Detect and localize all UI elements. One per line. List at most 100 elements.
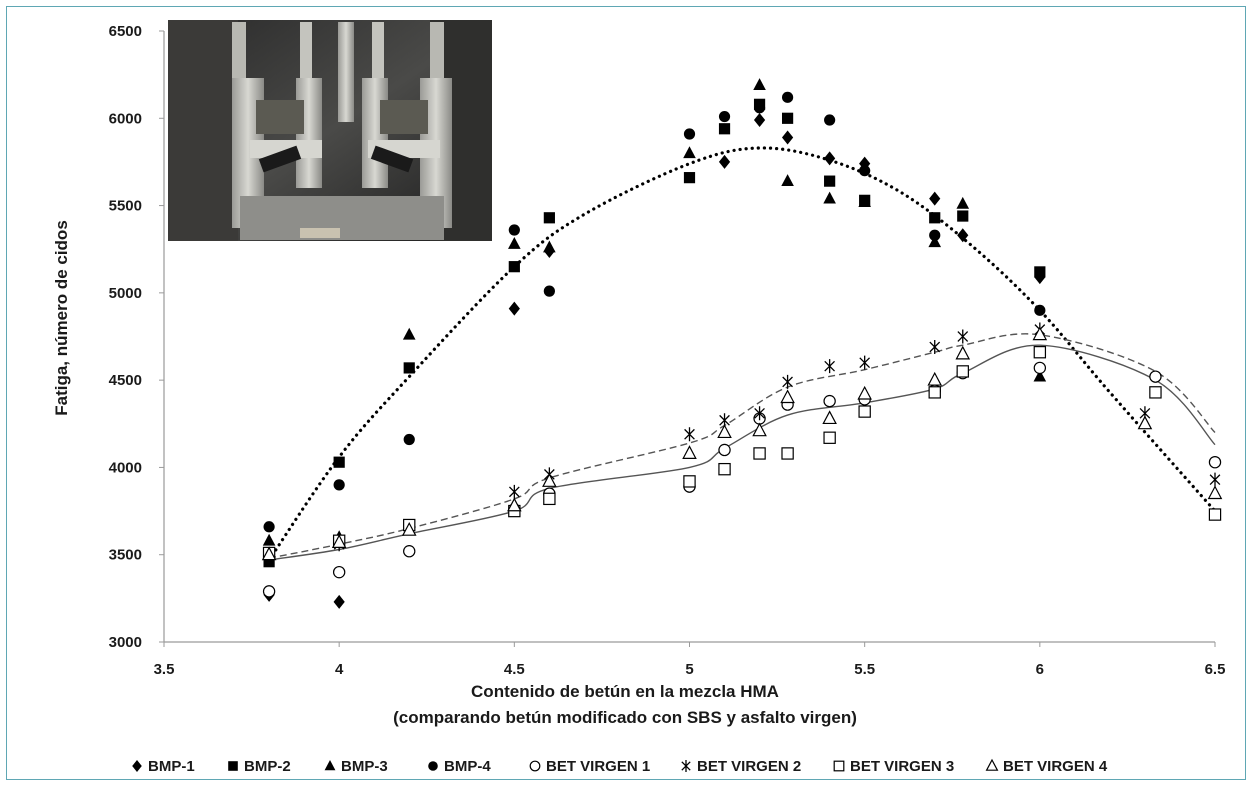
point-bmp-2 <box>824 175 836 187</box>
x-tick-label: 4 <box>335 661 344 678</box>
legend-label: BMP-2 <box>244 758 291 775</box>
point-bet-virgen-4 <box>682 445 697 459</box>
y-tick-label: 4000 <box>109 459 142 476</box>
point-bmp-3 <box>262 533 276 546</box>
inset-photo <box>168 20 492 241</box>
point-bmp-1 <box>929 191 941 206</box>
x-tick-label: 4.5 <box>504 661 525 678</box>
point-bet-virgen-3 <box>1033 346 1047 359</box>
point-bet-virgen-4 <box>401 521 417 536</box>
point-bmp-4 <box>543 285 555 297</box>
point-bet-virgen-4 <box>780 389 795 404</box>
point-bmp-2 <box>929 212 941 224</box>
point-bet-virgen-2 <box>929 339 941 354</box>
chart-frame <box>6 6 1246 780</box>
point-bmp-4 <box>753 102 766 114</box>
legend-label: BET VIRGEN 2 <box>697 758 801 775</box>
data-points <box>261 78 1223 609</box>
point-bet-virgen-3 <box>928 386 941 399</box>
legend-label: BMP-4 <box>444 758 491 775</box>
point-bmp-1 <box>781 130 794 145</box>
point-bmp-4 <box>403 433 415 446</box>
legend-label: BMP-1 <box>148 758 195 775</box>
point-bmp-2 <box>683 172 696 184</box>
point-bmp-3 <box>683 146 696 159</box>
point-bmp-1 <box>333 594 345 609</box>
point-bmp-4 <box>508 224 520 236</box>
legend-label: BMP-3 <box>341 758 388 775</box>
legend-marker-bet-virgen-4 <box>985 758 999 771</box>
point-bmp-3 <box>753 78 766 91</box>
point-bet-virgen-4 <box>927 371 943 386</box>
point-bet-virgen-2 <box>754 406 765 421</box>
point-bet-virgen-4 <box>857 385 872 400</box>
point-bmp-2 <box>718 123 731 135</box>
x-tick-label: 6 <box>1036 661 1044 678</box>
point-bmp-2 <box>543 212 555 224</box>
y-tick-label: 5500 <box>109 198 142 215</box>
point-bmp-1 <box>957 228 969 243</box>
legend-marker-bmp-1 <box>132 760 142 772</box>
x-tick-label: 3.5 <box>154 661 175 678</box>
legend-marker-bet-virgen-2 <box>681 760 691 772</box>
point-bet-virgen-2 <box>684 427 695 442</box>
legend-label: BET VIRGEN 1 <box>546 758 650 775</box>
point-bet-virgen-2 <box>508 484 520 499</box>
point-bmp-3 <box>402 327 416 340</box>
point-bet-virgen-4 <box>822 410 837 425</box>
x-tick-label: 5.5 <box>854 661 875 678</box>
legend-marker-bmp-3 <box>324 760 336 771</box>
legend-label: BET VIRGEN 4 <box>1003 758 1108 775</box>
x-axis-label: Contenido de betún en la mezcla HMA <box>471 682 779 701</box>
point-bmp-3 <box>508 236 521 249</box>
point-bmp-4 <box>263 521 275 533</box>
point-bet-virgen-3 <box>823 431 836 444</box>
point-bmp-3 <box>823 191 836 204</box>
legend-marker-bet-virgen-3 <box>833 760 845 772</box>
point-bet-virgen-4 <box>507 497 522 512</box>
point-bmp-4 <box>683 128 696 140</box>
point-bet-virgen-2 <box>859 355 871 370</box>
point-bet-virgen-2 <box>957 329 969 344</box>
point-bmp-1 <box>508 301 520 316</box>
point-bet-virgen-3 <box>753 447 766 460</box>
point-bmp-4 <box>929 229 941 241</box>
legend: BMP-1 BMP-2 BMP-3 BMP-4 BET VIRGEN 1 BET VIRG… <box>132 758 1108 775</box>
point-bet-virgen-4 <box>752 422 767 437</box>
point-bet-virgen-1 <box>1033 361 1047 375</box>
point-bet-virgen-1 <box>403 545 416 558</box>
point-bmp-1 <box>753 113 766 128</box>
axes: 3000 3500 4000 4500 5000 5500 6000 6500 3.5 4 4.5 5… <box>109 23 1226 678</box>
point-bmp-3 <box>543 240 556 253</box>
trendlines <box>267 146 1217 562</box>
point-bet-virgen-1 <box>1149 370 1162 383</box>
legend-label: BET VIRGEN 3 <box>850 758 954 775</box>
y-tick-label: 4500 <box>109 372 142 389</box>
point-bet-virgen-4 <box>331 534 347 548</box>
point-bet-virgen-4 <box>717 424 732 439</box>
point-bet-virgen-4 <box>542 473 557 487</box>
point-bmp-2 <box>957 210 969 222</box>
y-tick-label: 6500 <box>109 23 142 40</box>
point-bet-virgen-2 <box>824 359 835 374</box>
point-bet-virgen-1 <box>262 585 276 598</box>
point-bet-virgen-2 <box>1209 472 1221 487</box>
point-bmp-4 <box>859 165 871 177</box>
legend-marker-bmp-2 <box>228 761 238 771</box>
point-bet-virgen-1 <box>823 394 836 408</box>
y-tick-label: 3500 <box>109 547 142 564</box>
trendline-dotted-heavy <box>267 146 1217 562</box>
point-bmp-3 <box>956 196 970 209</box>
point-bet-virgen-4 <box>955 345 971 360</box>
point-bmp-4 <box>824 114 836 126</box>
x-tick-label: 6.5 <box>1205 661 1226 678</box>
y-tick-label: 6000 <box>109 110 142 127</box>
point-bmp-3 <box>858 195 871 207</box>
point-bmp-4 <box>718 110 731 123</box>
x-axis-label-line2: (comparando betún modificado con SBS y a… <box>393 708 857 727</box>
point-bet-virgen-3 <box>543 492 556 506</box>
point-bet-virgen-3 <box>718 462 731 476</box>
point-bmp-4 <box>333 479 345 491</box>
point-bet-virgen-1 <box>718 443 731 457</box>
